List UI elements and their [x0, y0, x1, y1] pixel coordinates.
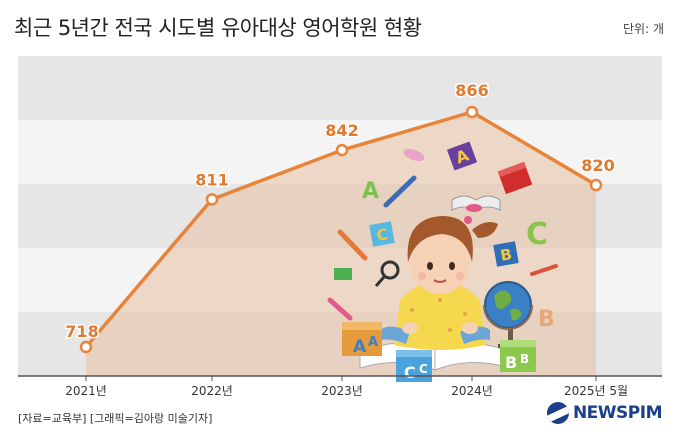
svg-text:B: B: [499, 245, 513, 265]
x-tick-label: 2023년: [321, 384, 363, 398]
data-label: 820: [581, 156, 614, 175]
newspim-logo: NEWSPIM: [546, 402, 663, 424]
data-point: [79, 340, 93, 354]
x-axis: 2021년 2022년 2023년 2024년 2025년 5월: [18, 375, 662, 398]
data-label: 811: [195, 170, 228, 189]
svg-text:A: A: [353, 337, 367, 357]
line-chart: A A C B C B: [18, 56, 662, 398]
chart-title: 최근 5년간 전국 시도별 유아대상 영어학원 현황: [14, 16, 422, 40]
unit-label: 단위: 개: [623, 22, 664, 36]
data-point: [465, 105, 479, 119]
data-points: [79, 105, 603, 354]
data-label: 718: [65, 322, 98, 341]
flying-items: A A C B C B: [327, 141, 558, 332]
alphabet-blocks: A A C C B B: [342, 322, 536, 382]
logo-text: NEWSPIM: [572, 403, 663, 423]
svg-text:C: C: [419, 362, 428, 376]
data-point: [335, 143, 349, 157]
svg-text:B: B: [520, 352, 529, 366]
svg-text:C: C: [526, 217, 548, 252]
source-credit: [자료=교육부] [그래픽=김아랑 미술기자]: [18, 412, 213, 425]
svg-text:C: C: [404, 363, 416, 382]
data-label: 842: [325, 121, 358, 140]
svg-text:A: A: [362, 179, 379, 204]
data-point: [205, 193, 219, 206]
newspim-logo-icon: [546, 402, 569, 424]
x-tick-label: 2021년: [65, 384, 107, 398]
girl: [380, 216, 498, 350]
x-tick-label: 2024년: [451, 384, 493, 398]
svg-text:B: B: [538, 307, 555, 332]
x-tick-label: 2022년: [191, 384, 233, 398]
svg-text:C: C: [375, 225, 389, 245]
data-point: [589, 178, 603, 192]
data-labels: 718 811 842 866 820: [64, 80, 616, 343]
reading-girl-illustration: A A C B C B: [327, 141, 558, 382]
x-tick-label: 2025년 5월: [564, 384, 628, 398]
grid-band: [18, 56, 662, 120]
data-label: 866: [455, 81, 488, 100]
svg-text:B: B: [505, 353, 517, 372]
svg-text:A: A: [368, 335, 378, 350]
